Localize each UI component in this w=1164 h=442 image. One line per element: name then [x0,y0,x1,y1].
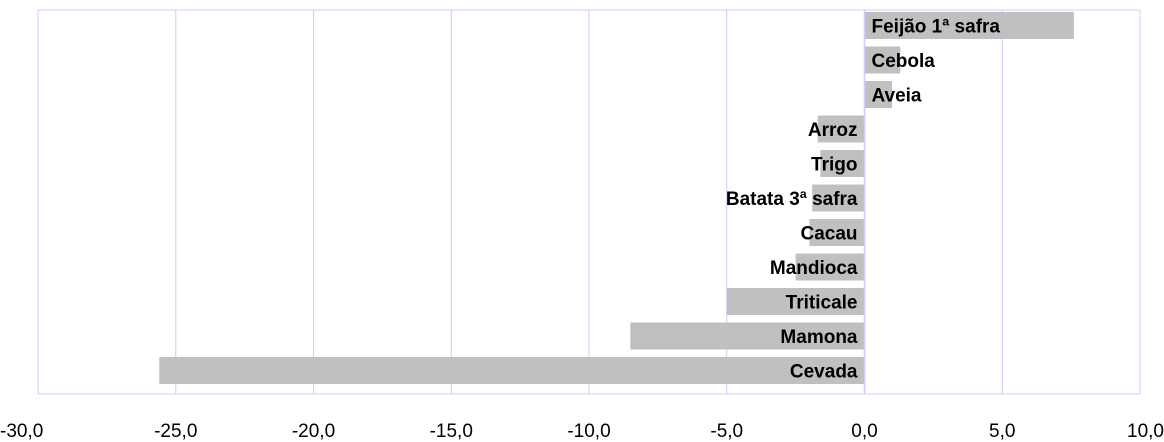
bar [864,81,893,108]
bar-label: Trigo [811,155,857,176]
bar [726,288,865,315]
bar-label: Triticale [786,293,858,314]
bar [630,322,865,350]
x-tick-label: 10,0 [1127,421,1164,442]
x-tick-label: 0,0 [851,421,877,442]
bar [159,357,865,384]
bar-label: Cevada [790,362,858,383]
bar-labels: Feijão 1ª safra Cebola Aveia Arroz Trigo Bata… [726,17,1001,383]
bar [817,115,865,143]
bar-label: Arroz [808,120,858,141]
bar-label: Aveia [872,86,922,107]
x-tick-label: -30,0 [0,421,43,442]
bar-label: Mamona [780,327,858,348]
x-axis-tick-labels: -30,0 -25,0 -20,0 -15,0 -10,0 -5,0 0,0 5,0 10,0 [0,421,1164,442]
bar-label: Batata 3ª safra [726,189,858,210]
bar [809,219,865,246]
bar [864,46,901,74]
bar [864,12,1074,39]
x-tick-label: -20,0 [292,421,335,442]
bar-label: Feijão 1ª safra [872,17,1001,38]
x-tick-label: -25,0 [154,421,197,442]
x-tick-label: -5,0 [710,421,743,442]
x-tick-label: -10,0 [567,421,610,442]
x-tick-label: 5,0 [989,421,1015,442]
bar [820,150,865,177]
bar [795,253,865,281]
bar-label: Mandioca [770,258,858,279]
bars [159,12,1074,384]
x-tick-label: -15,0 [430,421,473,442]
bar-label: Cebola [872,51,936,72]
bar-label: Cacau [800,224,857,245]
bar [812,184,865,212]
